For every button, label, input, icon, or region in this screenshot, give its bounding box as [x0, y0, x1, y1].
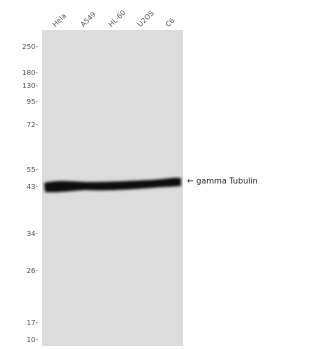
marker-label: 26- — [27, 267, 39, 275]
lane-label: HL-60 — [107, 9, 127, 29]
lane-label: A549 — [79, 10, 97, 28]
marker-label: 34- — [27, 230, 39, 238]
marker-label: 180- — [22, 69, 38, 77]
marker-label: 17- — [27, 319, 39, 327]
marker-label: 250- — [22, 43, 38, 51]
marker-label: 72- — [27, 121, 39, 129]
band-label: ← gamma Tubulin — [187, 177, 258, 186]
lane-label: U2OS — [136, 9, 156, 29]
marker-label: 43- — [27, 183, 39, 191]
marker-label: 130- — [22, 82, 38, 90]
marker-label: 10- — [27, 336, 39, 344]
blot-figure: Hela A549 HL-60 U2OS C6 250- 180- 130- 95- 72- 55… — [0, 0, 280, 349]
marker-label: 55- — [27, 166, 39, 174]
marker-label: 95- — [27, 98, 39, 106]
lane-label: Hela — [51, 12, 68, 29]
lane-label: C6 — [164, 16, 177, 29]
